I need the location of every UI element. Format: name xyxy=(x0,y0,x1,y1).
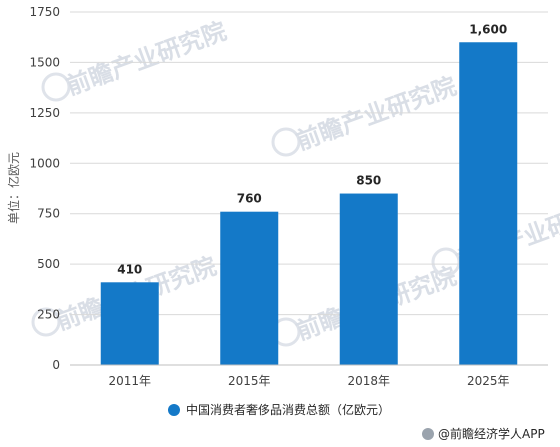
data-label: 410 xyxy=(117,262,142,276)
watermark-text: 前瞻产业研究院 xyxy=(62,17,229,101)
watermark-logo-icon xyxy=(431,247,461,277)
watermark-logo-icon xyxy=(41,72,71,102)
x-tick-label: 2015年 xyxy=(228,374,271,388)
x-tick-label: 2011年 xyxy=(108,374,151,388)
y-tick-label: 250 xyxy=(37,308,60,322)
data-label: 1,600 xyxy=(469,22,507,36)
data-labels: 410 760 850 1,600 xyxy=(117,22,507,276)
x-tick-label: 2025年 xyxy=(467,374,510,388)
bar xyxy=(220,211,279,365)
watermark-logo-icon xyxy=(31,307,61,337)
legend: 中国消费者奢侈品消费总额（亿欧元） xyxy=(168,402,390,417)
bar xyxy=(459,42,518,365)
x-tick-label: 2018年 xyxy=(347,374,390,388)
y-tick-label: 1750 xyxy=(29,5,60,19)
y-axis-ticks: 0 250 500 750 1000 1250 1500 1750 xyxy=(29,5,60,372)
brand-logo-icon xyxy=(422,428,434,440)
y-tick-label: 1250 xyxy=(29,106,60,120)
credit: @前瞻经济学人APP xyxy=(422,426,545,441)
legend-marker xyxy=(168,404,180,416)
x-axis-ticks: 2011年 2015年 2018年 2025年 xyxy=(108,374,509,388)
y-tick-label: 0 xyxy=(52,358,60,372)
bar xyxy=(100,282,159,365)
y-axis-label: 单位：亿欧元 xyxy=(6,152,21,224)
watermark-text: 前瞻产业研究院 xyxy=(292,72,459,156)
y-tick-label: 1500 xyxy=(29,55,60,69)
bars xyxy=(100,42,518,365)
credit-text: @前瞻经济学人APP xyxy=(438,426,545,441)
legend-label: 中国消费者奢侈品消费总额（亿欧元） xyxy=(186,402,390,417)
y-tick-label: 1000 xyxy=(29,156,60,170)
data-label: 850 xyxy=(356,174,381,188)
y-tick-label: 750 xyxy=(37,207,60,221)
data-label: 760 xyxy=(237,192,262,206)
watermark-logo-icon xyxy=(271,127,301,157)
bar xyxy=(339,193,398,365)
y-tick-label: 500 xyxy=(37,257,60,271)
